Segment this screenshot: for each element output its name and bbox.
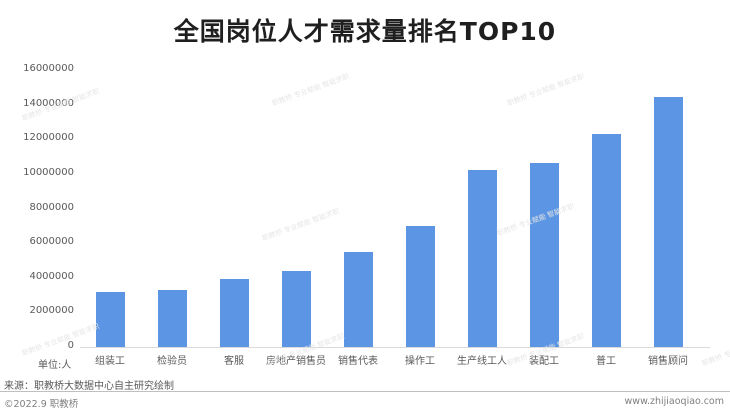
- footer-divider: [0, 391, 730, 392]
- bar-房地产销售员: [281, 270, 311, 347]
- bar-销售顾问: [653, 96, 683, 347]
- x-tick-label: 销售代表: [338, 356, 378, 367]
- y-tick-label: 8000000: [29, 201, 74, 213]
- bar-检验员: [157, 289, 187, 347]
- y-tick-label: 10000000: [23, 166, 74, 178]
- x-tick-label: 生产线工人: [457, 356, 507, 367]
- x-tick-label: 组装工: [95, 356, 125, 367]
- bar-销售代表: [343, 251, 373, 347]
- chart-title: 全国岗位人才需求量排名TOP10: [173, 17, 557, 46]
- bar-组装工: [95, 291, 125, 347]
- x-tick-label: 客服: [224, 356, 244, 367]
- bar-生产线工人: [467, 170, 497, 347]
- bar-装配工: [529, 163, 559, 347]
- y-tick-label: 4000000: [29, 270, 74, 282]
- copyright-text: ©2022.9 职教桥: [4, 399, 79, 410]
- y-tick-label: 6000000: [29, 236, 74, 248]
- y-tick-label: 16000000: [23, 63, 74, 74]
- bar-客服: [219, 279, 249, 347]
- x-tick-label: 普工: [596, 356, 616, 367]
- x-axis-baseline: [80, 347, 710, 348]
- x-tick-label: 装配工: [529, 356, 559, 367]
- source-note: 来源：职教桥大数据中心自主研究绘制: [4, 381, 174, 392]
- website-link[interactable]: www.zhijiaoqiao.com: [624, 396, 724, 407]
- bar-操作工: [405, 225, 435, 347]
- x-tick-label: 检验员: [157, 356, 187, 367]
- x-tick-label: 操作工: [405, 356, 435, 367]
- x-tick-label: 房地产销售员: [266, 356, 326, 367]
- bar-普工: [591, 134, 621, 347]
- y-tick-label: 12000000: [23, 132, 74, 144]
- unit-label: 单位:人: [38, 360, 72, 371]
- y-tick-label: 2000000: [29, 305, 74, 317]
- y-tick-label: 14000000: [23, 97, 74, 109]
- x-tick-label: 销售顾问: [648, 356, 688, 367]
- y-tick-label: 0: [67, 340, 74, 351]
